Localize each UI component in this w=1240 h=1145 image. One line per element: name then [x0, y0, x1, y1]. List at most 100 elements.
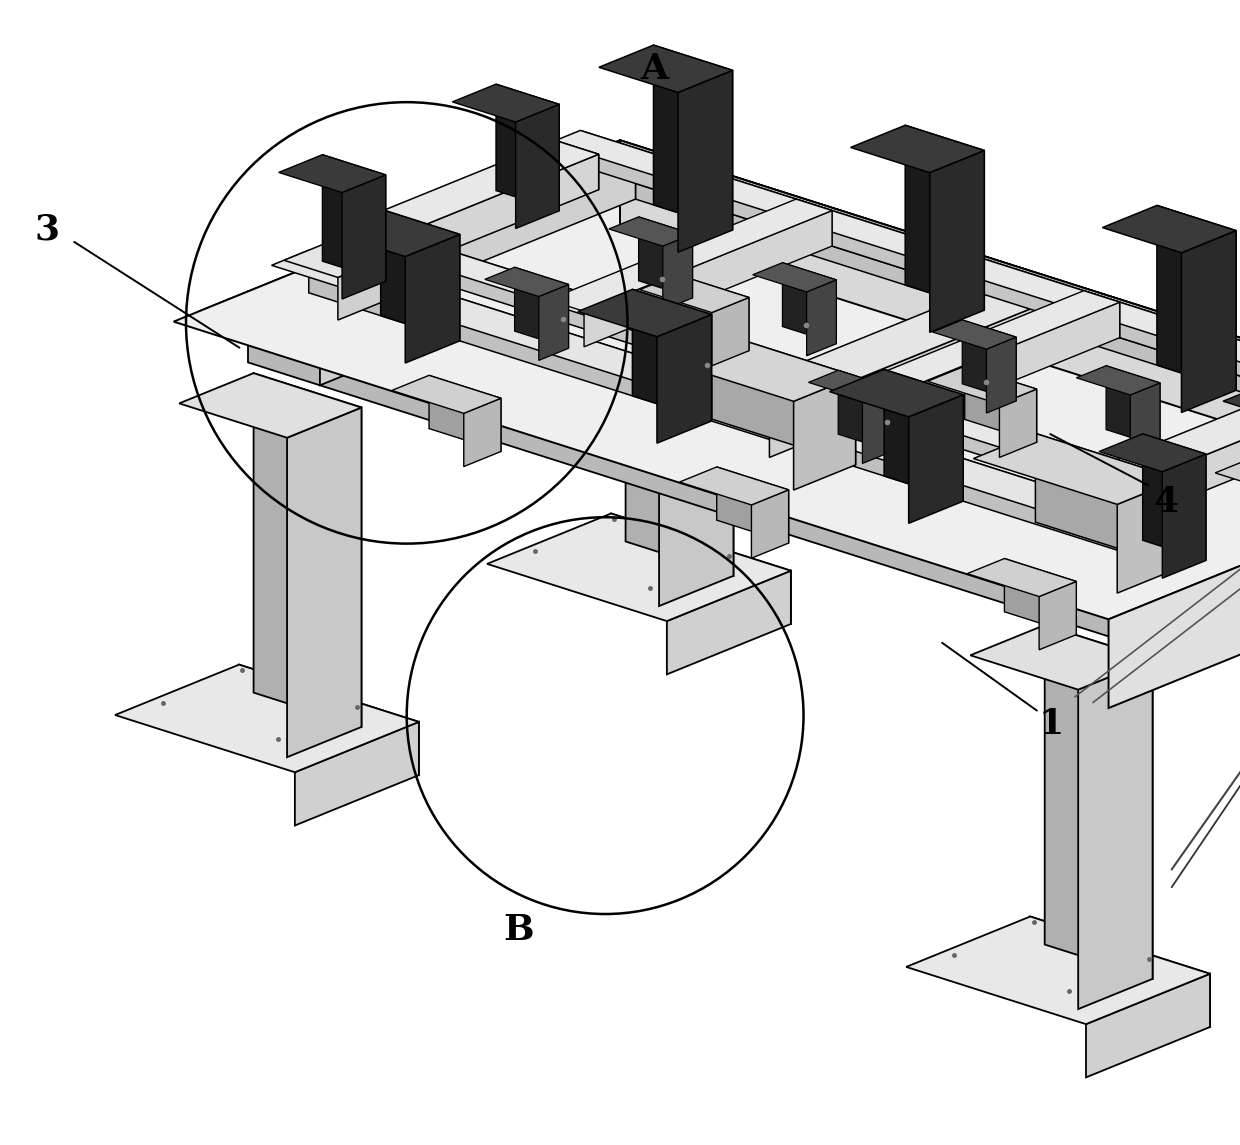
Polygon shape: [179, 373, 362, 437]
Polygon shape: [1143, 395, 1240, 515]
Polygon shape: [326, 210, 460, 256]
Polygon shape: [1004, 559, 1076, 634]
Polygon shape: [611, 513, 791, 624]
Polygon shape: [381, 210, 460, 341]
Polygon shape: [712, 330, 856, 465]
Polygon shape: [322, 155, 386, 282]
Text: A: A: [641, 52, 668, 86]
Polygon shape: [284, 140, 635, 277]
Polygon shape: [620, 141, 1240, 508]
Polygon shape: [342, 175, 386, 299]
Polygon shape: [239, 664, 419, 775]
Polygon shape: [580, 131, 1240, 418]
Polygon shape: [337, 157, 635, 321]
Polygon shape: [653, 45, 733, 230]
Polygon shape: [967, 559, 1076, 597]
Polygon shape: [712, 298, 749, 366]
Polygon shape: [1131, 382, 1161, 459]
Polygon shape: [1100, 381, 1240, 481]
Polygon shape: [345, 141, 599, 240]
Polygon shape: [657, 315, 712, 443]
Text: 4: 4: [1153, 484, 1178, 519]
Polygon shape: [1044, 625, 1153, 979]
Polygon shape: [198, 291, 1183, 609]
Polygon shape: [796, 199, 832, 246]
Polygon shape: [599, 45, 733, 93]
Polygon shape: [1013, 277, 1066, 337]
Polygon shape: [717, 467, 789, 543]
Polygon shape: [1135, 524, 1172, 583]
Polygon shape: [1084, 291, 1120, 338]
Polygon shape: [570, 160, 642, 254]
Polygon shape: [650, 330, 856, 401]
Polygon shape: [1157, 205, 1236, 390]
Polygon shape: [639, 216, 692, 298]
Polygon shape: [487, 513, 791, 621]
Polygon shape: [1143, 434, 1207, 561]
Polygon shape: [1215, 458, 1240, 496]
Polygon shape: [782, 262, 836, 343]
Polygon shape: [1118, 473, 1148, 521]
Polygon shape: [965, 366, 1037, 442]
Polygon shape: [680, 175, 1240, 456]
Polygon shape: [1109, 439, 1240, 708]
Polygon shape: [677, 275, 749, 350]
Polygon shape: [1076, 365, 1161, 395]
Polygon shape: [625, 222, 734, 576]
Polygon shape: [838, 370, 893, 451]
Polygon shape: [544, 140, 1240, 429]
Polygon shape: [973, 434, 1179, 504]
Polygon shape: [288, 408, 362, 757]
Polygon shape: [1111, 435, 1240, 589]
Polygon shape: [248, 291, 1183, 660]
Polygon shape: [582, 140, 635, 199]
Polygon shape: [538, 284, 569, 361]
Text: B: B: [503, 913, 533, 947]
Polygon shape: [516, 104, 559, 229]
Polygon shape: [1133, 589, 1183, 680]
Polygon shape: [1223, 384, 1240, 421]
Polygon shape: [609, 216, 692, 246]
Text: 3: 3: [35, 212, 60, 246]
Polygon shape: [584, 211, 832, 347]
Polygon shape: [309, 251, 1172, 568]
Polygon shape: [1183, 458, 1240, 660]
Polygon shape: [115, 664, 419, 772]
Polygon shape: [928, 366, 1037, 404]
Polygon shape: [1182, 230, 1236, 412]
Polygon shape: [836, 291, 1120, 403]
Text: 1: 1: [1039, 706, 1064, 741]
Polygon shape: [769, 294, 1066, 457]
Polygon shape: [884, 370, 963, 502]
Polygon shape: [464, 398, 501, 467]
Polygon shape: [248, 160, 642, 314]
Polygon shape: [279, 155, 386, 192]
Polygon shape: [429, 376, 501, 451]
Polygon shape: [174, 141, 1240, 619]
Polygon shape: [905, 125, 985, 310]
Polygon shape: [1030, 916, 1210, 1027]
Polygon shape: [1099, 434, 1207, 472]
Polygon shape: [632, 290, 712, 421]
Polygon shape: [640, 275, 749, 313]
Polygon shape: [1117, 479, 1179, 593]
Polygon shape: [667, 570, 791, 674]
Polygon shape: [357, 221, 1148, 508]
Polygon shape: [715, 277, 1066, 414]
Polygon shape: [655, 175, 1240, 437]
Polygon shape: [906, 916, 1210, 1024]
Polygon shape: [551, 131, 1240, 394]
Polygon shape: [851, 125, 985, 173]
Polygon shape: [753, 262, 836, 292]
Polygon shape: [515, 267, 569, 348]
Polygon shape: [751, 490, 789, 558]
Polygon shape: [551, 222, 734, 286]
Polygon shape: [556, 141, 599, 190]
Polygon shape: [453, 85, 559, 123]
Polygon shape: [1079, 660, 1153, 1009]
Polygon shape: [678, 70, 733, 252]
Polygon shape: [496, 85, 559, 211]
Polygon shape: [327, 221, 1148, 485]
Polygon shape: [392, 376, 501, 413]
Polygon shape: [987, 337, 1017, 413]
